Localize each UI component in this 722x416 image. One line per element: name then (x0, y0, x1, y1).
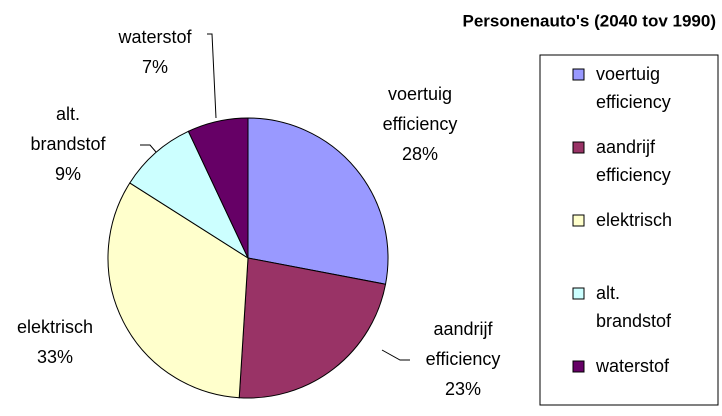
pie-label-name: voertuig efficiency (383, 84, 458, 134)
pie-slice (107, 182, 249, 399)
pie-label-name: waterstof (117, 27, 192, 47)
legend-label: elektrisch (596, 210, 672, 230)
legend-swatch (572, 287, 585, 300)
legend-swatch (572, 68, 585, 81)
leader-line (207, 33, 217, 119)
pie-label: waterstof 7% (117, 27, 192, 77)
pie-value-label: 33% (37, 347, 73, 367)
pie-value-label: 7% (142, 57, 168, 77)
pie-slice (187, 117, 249, 259)
pie-label: alt. brandstof 9% (30, 104, 106, 184)
pie-slice (129, 130, 250, 260)
legend-label: aandrijf efficiency (596, 137, 671, 185)
pie-label: aandrijf efficiency 23% (426, 319, 501, 399)
pie-label-name: alt. brandstof (30, 104, 106, 154)
pie-value-label: 28% (402, 144, 438, 164)
legend-swatch (572, 214, 585, 227)
leader-line (381, 349, 410, 361)
legend-label-name: aandrijf efficiency (596, 137, 671, 185)
pie-label: voertuig efficiency 28% (383, 84, 458, 164)
legend-label-name: alt. brandstof (596, 283, 672, 331)
leader-line (140, 144, 157, 153)
legend-label-name: waterstof (595, 356, 670, 376)
pie-label-name: elektrisch (17, 317, 93, 337)
legend-label: alt. brandstof (596, 283, 672, 331)
pie-slice (247, 117, 389, 285)
pie-label: elektrisch 33% (17, 317, 93, 367)
legend-box (539, 54, 719, 406)
legend-swatch (572, 141, 585, 154)
chart-title: Personenauto's (2040 tov 1990) (463, 11, 716, 30)
pie-value-label: 9% (55, 164, 81, 184)
legend-swatch (572, 360, 585, 373)
legend-label-name: elektrisch (596, 210, 672, 230)
pie-slice (238, 257, 387, 399)
pie-value-label: 23% (445, 379, 481, 399)
legend-label: waterstof (595, 356, 670, 376)
legend-label-name: voertuig efficiency (596, 64, 671, 112)
pie-label-name: aandrijf efficiency (426, 319, 501, 369)
legend-label: voertuig efficiency (596, 64, 671, 112)
